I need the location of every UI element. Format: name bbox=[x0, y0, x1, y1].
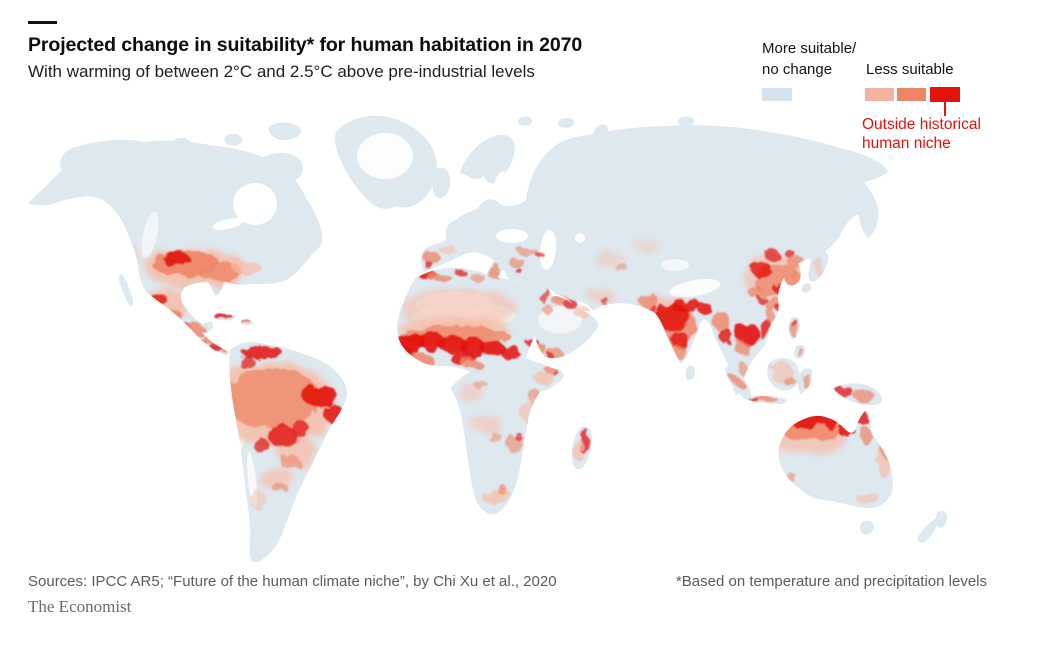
legend-swatch-less-suitable-2 bbox=[897, 88, 926, 101]
legend-less-suitable-label: Less suitable bbox=[866, 61, 954, 78]
page-subtitle: With warming of between 2°C and 2.5°C ab… bbox=[28, 62, 535, 81]
title-tick bbox=[28, 21, 57, 24]
brand-logo: The Economist bbox=[28, 597, 132, 616]
legend-connector-line bbox=[944, 102, 946, 116]
legend-swatch-less-suitable-1 bbox=[865, 88, 894, 101]
sources-line: Sources: IPCC AR5; “Future of the human … bbox=[28, 573, 557, 590]
legend-swatch-outside-niche bbox=[930, 87, 960, 102]
legend-annotation-line2: human niche bbox=[862, 135, 951, 152]
legend-more-suitable-label: More suitable/ no change bbox=[762, 38, 856, 80]
legend-more-suitable-line1: More suitable/ bbox=[762, 40, 857, 57]
legend-annotation-line1: Outside historical bbox=[862, 116, 981, 133]
legend-more-suitable-line2: no change bbox=[762, 61, 833, 78]
footnote: *Based on temperature and precipitation … bbox=[675, 573, 987, 590]
suitability-core-overlays bbox=[151, 246, 891, 510]
legend-annotation-outside-niche: Outside historical human niche bbox=[862, 115, 981, 153]
page-title: Projected change in suitability* for hum… bbox=[28, 34, 583, 56]
legend-swatch-more-suitable bbox=[762, 88, 792, 101]
